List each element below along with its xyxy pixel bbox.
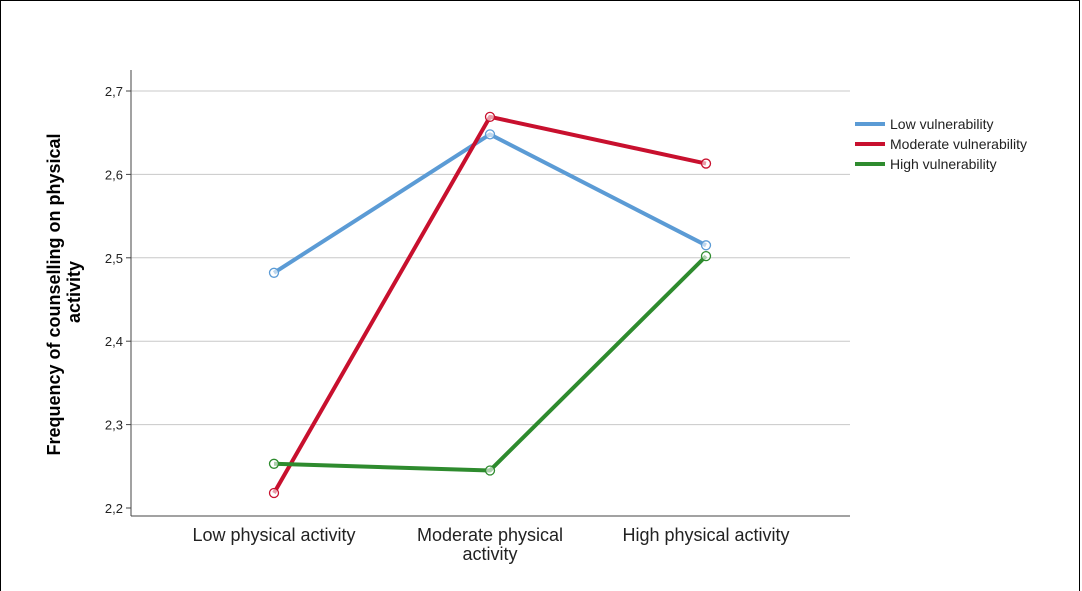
legend: Low vulnerability Moderate vulnerability H… — [855, 116, 1027, 172]
x-tick-label-line: High physical activity — [622, 525, 789, 545]
y-tick-label: 2,6 — [105, 167, 123, 182]
series-line — [272, 132, 707, 275]
data-point — [484, 111, 496, 123]
data-point — [268, 487, 280, 499]
legend-label: Moderate vulnerability — [890, 136, 1027, 152]
x-tick-label: Moderate physical activity — [417, 525, 563, 564]
y-tick-label: 2,7 — [105, 84, 123, 99]
x-tick-label-line: activity — [462, 544, 517, 564]
y-tick-label: 2,2 — [105, 501, 123, 516]
data-point — [484, 465, 496, 476]
data-point — [268, 458, 280, 469]
x-tick-label: High physical activity — [622, 525, 789, 545]
series-lines — [268, 111, 712, 499]
data-point — [700, 240, 712, 251]
y-axis-label: Frequency of counselling on physical act… — [44, 128, 84, 455]
data-point — [700, 250, 712, 262]
data-point — [484, 129, 496, 140]
y-tick-label: 2,5 — [105, 251, 123, 266]
series-line — [272, 114, 707, 494]
y-tick-label: 2,3 — [105, 418, 123, 433]
y-axis-label-line1: Frequency of counselling on physical — [44, 133, 64, 455]
gridlines — [131, 90, 850, 426]
legend-label: High vulnerability — [890, 156, 997, 172]
y-axis-label-line2: activity — [64, 261, 84, 323]
y-tick-labels: 2,2 2,3 2,4 2,5 2,6 2,7 — [105, 84, 131, 516]
data-point — [268, 267, 280, 278]
legend-label: Low vulnerability — [890, 116, 994, 132]
series-line — [273, 254, 708, 473]
data-point — [700, 158, 712, 169]
x-tick-labels: Low physical activity Moderate physical ac… — [192, 525, 789, 564]
x-tick-label-line: Moderate physical — [417, 525, 563, 545]
y-tick-label: 2,4 — [105, 334, 123, 349]
x-tick-label: Low physical activity — [192, 525, 355, 545]
x-tick-label-line: Low physical activity — [192, 525, 355, 545]
